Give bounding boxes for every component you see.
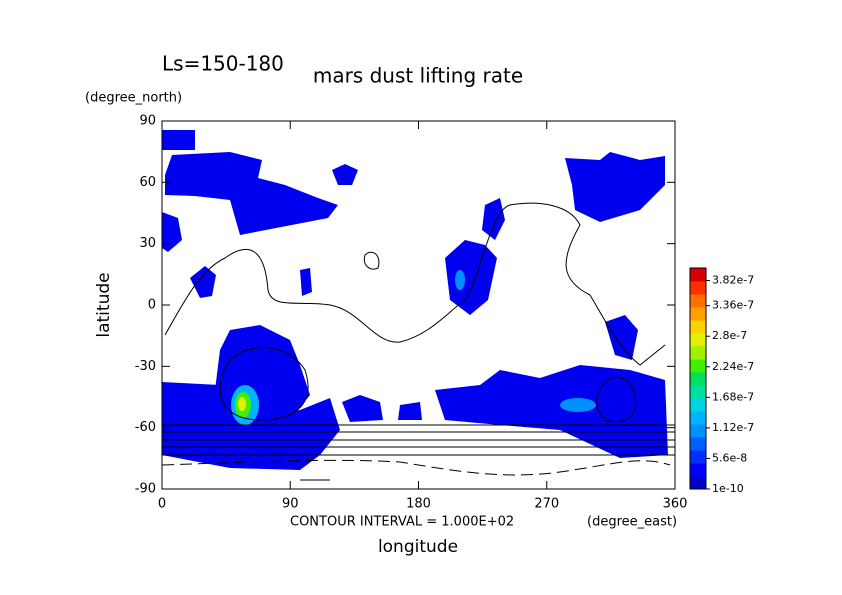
y-axis-label: latitude bbox=[94, 272, 114, 337]
colorbar-band bbox=[690, 346, 706, 360]
colorbar-band bbox=[690, 463, 706, 477]
x-tick-label: 180 bbox=[406, 497, 431, 512]
colorbar-band bbox=[690, 398, 706, 412]
colorbar-band bbox=[690, 307, 706, 321]
colorbar-band bbox=[690, 424, 706, 438]
subtitle: Ls=150-180 bbox=[162, 52, 284, 76]
region bbox=[162, 212, 182, 252]
y-tick-label: -90 bbox=[135, 482, 156, 497]
x-tick-label: 270 bbox=[534, 497, 559, 512]
region bbox=[300, 268, 312, 296]
y-unit: (degree_north) bbox=[85, 91, 182, 106]
colorbar-band bbox=[690, 411, 706, 425]
y-tick-label: -60 bbox=[135, 420, 156, 435]
y-tick-label: 90 bbox=[139, 114, 156, 129]
region bbox=[162, 130, 195, 150]
x-tick-label: 90 bbox=[282, 497, 299, 512]
colorbar-band bbox=[690, 476, 706, 490]
contour-line bbox=[363, 251, 380, 270]
region bbox=[445, 240, 497, 315]
contour-line bbox=[596, 377, 637, 423]
field bbox=[162, 130, 668, 470]
region bbox=[238, 397, 246, 411]
y-tick-label: 60 bbox=[139, 175, 156, 190]
colorbar-band bbox=[690, 359, 706, 373]
colorbar-band bbox=[690, 320, 706, 334]
colorbar-band bbox=[690, 294, 706, 308]
chart-title: mars dust lifting rate bbox=[313, 64, 523, 88]
colorbar-label: 2.24e-7 bbox=[712, 360, 754, 373]
colorbar-label: 5.6e-8 bbox=[712, 451, 747, 464]
region bbox=[482, 198, 505, 240]
y-tick-label: 30 bbox=[139, 236, 156, 251]
region bbox=[165, 152, 338, 235]
colorbar-band bbox=[690, 372, 706, 386]
annotation: CONTOUR INTERVAL = 1.000E+02 bbox=[290, 515, 514, 530]
colorbar-label: 1e-10 bbox=[712, 482, 744, 495]
x-tick-label: 360 bbox=[663, 497, 688, 512]
contour-line bbox=[164, 202, 666, 366]
colorbar-band bbox=[690, 333, 706, 347]
colorbar-band bbox=[690, 281, 706, 295]
region bbox=[162, 382, 340, 470]
x-tick-label: 0 bbox=[158, 497, 166, 512]
colorbar-band bbox=[690, 268, 706, 282]
contour-line bbox=[161, 459, 671, 476]
region bbox=[605, 315, 638, 360]
region bbox=[565, 152, 665, 222]
colorbar-band bbox=[690, 385, 706, 399]
colorbar-band bbox=[690, 437, 706, 451]
region bbox=[560, 398, 596, 412]
contours bbox=[161, 202, 675, 481]
colorbar-label: 3.36e-7 bbox=[712, 299, 754, 312]
region bbox=[398, 402, 422, 420]
x-unit: (degree_east) bbox=[587, 515, 677, 530]
colorbar-frame bbox=[689, 267, 707, 490]
x-axis-label: longitude bbox=[378, 537, 458, 557]
colorbar-band bbox=[690, 450, 706, 464]
contour-line bbox=[162, 424, 675, 456]
colorbar-label: 2.8e-7 bbox=[712, 329, 747, 342]
region bbox=[332, 164, 358, 185]
y-tick-label: 0 bbox=[148, 298, 156, 313]
y-tick-label: -30 bbox=[135, 359, 156, 374]
region bbox=[190, 266, 216, 298]
colorbar-label: 1.68e-7 bbox=[712, 390, 754, 403]
contour-line bbox=[219, 347, 309, 421]
colorbar-label: 1.12e-7 bbox=[712, 421, 754, 434]
region bbox=[435, 365, 668, 458]
region bbox=[455, 270, 465, 290]
region bbox=[342, 395, 383, 422]
colorbar-label: 3.82e-7 bbox=[712, 274, 754, 287]
